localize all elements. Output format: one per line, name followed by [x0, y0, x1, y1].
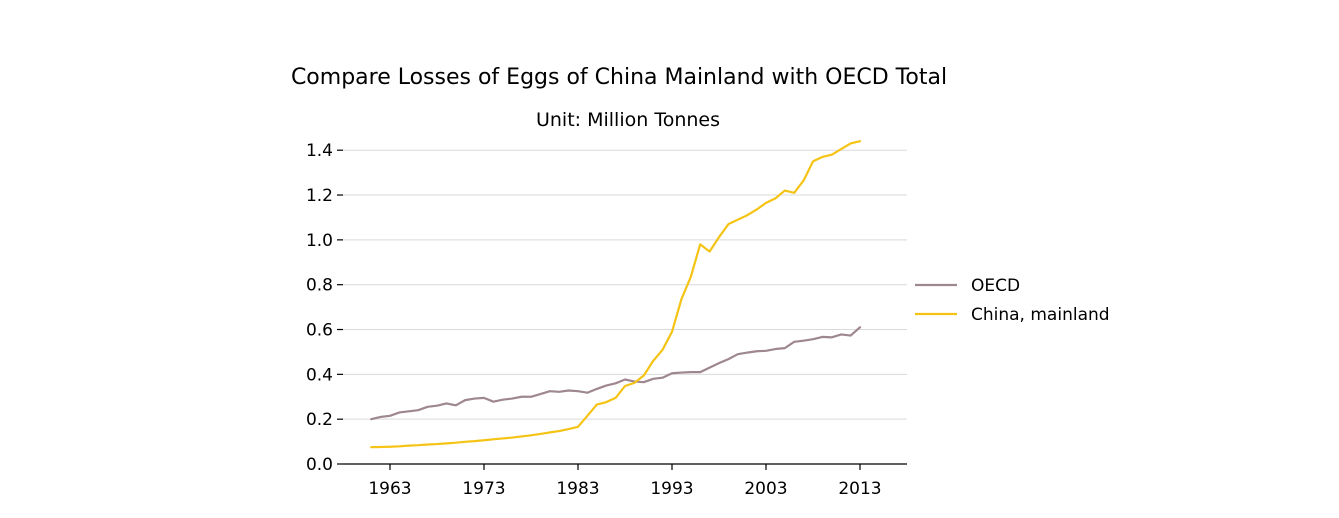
legend-label: China, mainland — [971, 305, 1110, 325]
y-tick-label: 1.0 — [306, 231, 333, 251]
grid-lines — [343, 149, 907, 420]
y-tick-label: 1.4 — [306, 141, 333, 161]
legend: OECD China, mainland — [915, 276, 1110, 325]
chart-subtitle: Unit: Million Tonnes — [536, 109, 720, 131]
series-lines — [370, 140, 862, 449]
chart-title: Compare Losses of Eggs of China Mainland… — [291, 65, 947, 90]
series-line-oecd — [370, 326, 862, 421]
x-tick-label: 1963 — [368, 479, 411, 499]
y-tick-label: 1.2 — [306, 186, 333, 206]
y-tick-label: 0.0 — [306, 455, 333, 475]
x-tick-label: 1983 — [556, 479, 599, 499]
x-tick-label: 1973 — [462, 479, 505, 499]
series-line-china-mainland — [370, 140, 862, 449]
y-tick-label: 0.2 — [306, 410, 333, 430]
legend-label: OECD — [971, 276, 1020, 296]
x-tick-label: 2013 — [838, 479, 881, 499]
x-tick-label: 2003 — [744, 479, 787, 499]
y-tick-label: 0.4 — [306, 365, 333, 385]
axes: 0.0 0.2 0.4 0.6 0.8 1.0 1.2 1.4 1963 1973 1983 1993… — [306, 141, 907, 499]
x-tick-label: 1993 — [650, 479, 693, 499]
y-tick-label: 0.6 — [306, 321, 333, 341]
y-tick-label: 0.8 — [306, 276, 333, 296]
